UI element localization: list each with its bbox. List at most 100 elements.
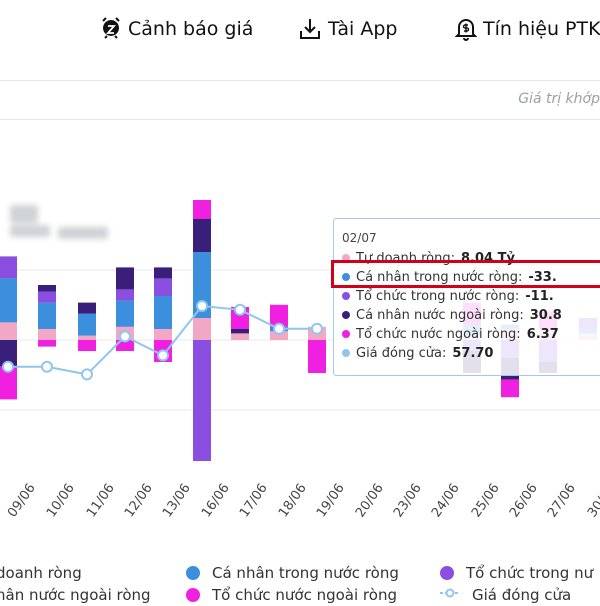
series-dot-icon: [342, 273, 350, 281]
bar-09-06-s4: [0, 366, 17, 400]
chart-svg: 09/06 10/06 11/06 12/06 13/06 16/06 17/06 18/06…: [0, 186, 600, 520]
x-tick-label: 09/06: [5, 481, 39, 520]
tooltip-row: Cá nhân trong nước ròng: -33.: [342, 268, 557, 286]
line-swatch-icon: [440, 586, 460, 604]
bar-10-06-s3: [38, 285, 56, 292]
price-point: [273, 322, 285, 335]
price-point: [2, 360, 14, 373]
bar-19-06-s4: [308, 340, 326, 373]
legend-label: Tổ chức nước ngoài ròng: [212, 586, 397, 604]
series-dot-icon: [342, 349, 350, 357]
x-tick-label: 26/06: [507, 481, 541, 520]
tooltip-label: Giá đóng cửa:: [356, 345, 447, 361]
bar-12-06-s4: [116, 340, 134, 351]
price-point: [196, 300, 208, 312]
tooltip-label: Cá nhân trong nước ròng:: [356, 269, 523, 285]
x-tick-label: 23/06: [391, 481, 425, 520]
tooltip-date: 02/07: [342, 231, 377, 245]
price-point: [41, 360, 53, 373]
bar-16-06-s3: [193, 219, 211, 252]
alarm-clock-icon: [100, 17, 122, 41]
tooltip-row: Tổ chức trong nước ròng: -11.: [342, 287, 554, 305]
tooltip-value: 6.37: [526, 326, 559, 342]
series-dot-icon: [342, 292, 350, 300]
tooltip-row: Giá đóng cửa: 57.70: [342, 344, 493, 362]
bar-11-06-s3: [78, 302, 96, 314]
bar-12-06-s2: [116, 289, 134, 301]
bell-dollar-icon: [455, 17, 477, 41]
cash-flow-chart[interactable]: 09/06 10/06 11/06 12/06 13/06 16/06 17/06 18/06…: [0, 186, 600, 550]
bar-13-06-s3: [154, 267, 172, 279]
legend-item[interactable]: doanh ròng: [0, 562, 82, 584]
nav-price-alert-label: Cảnh báo giá: [128, 18, 254, 40]
bar-16-06-s4: [193, 186, 211, 219]
bar-10-06-s4: [38, 340, 56, 347]
download-icon: [298, 17, 322, 41]
tooltip-value: -33.: [528, 269, 557, 285]
x-tick-label: 20/06: [353, 481, 387, 520]
bar-12-06-s3: [116, 267, 134, 290]
redacted-title: [10, 205, 110, 241]
legend-item[interactable]: Giá đóng cửa: [440, 584, 571, 606]
value-type-hint[interactable]: Giá trị khớp: [518, 91, 600, 107]
series-dot-icon: [342, 330, 350, 338]
bar-16-06-s0: [193, 318, 211, 340]
bar-09-06-s3: [0, 340, 17, 367]
bar-10-06-s0: [38, 329, 56, 340]
legend-label: Cá nhân trong nước ròng: [212, 564, 399, 582]
legend-item[interactable]: Cá nhân trong nước ròng: [186, 562, 399, 584]
chart-toolbar: Giá trị khớp: [0, 80, 600, 120]
legend-item[interactable]: Tổ chức trong nư: [440, 562, 593, 584]
price-point: [234, 303, 246, 316]
x-tick-label: 25/06: [469, 481, 503, 520]
legend-swatch-icon: [186, 588, 200, 602]
legend-label: doanh ròng: [0, 564, 82, 582]
x-tick-label: 27/06: [545, 481, 579, 520]
bar-12-06-s1: [116, 300, 134, 327]
price-point: [81, 368, 93, 381]
bar-16-06-s2: [193, 340, 211, 461]
tooltip-value: 30.8: [529, 307, 562, 323]
bar-10-06-s1: [38, 302, 56, 329]
tooltip-value: -11.: [525, 288, 554, 304]
tooltip-label: Tổ chức nước ngoài ròng:: [356, 326, 521, 342]
bar-10-06-s2: [38, 291, 56, 303]
x-tick-label: 30/06: [585, 481, 600, 520]
x-tick-label: 12/06: [122, 481, 156, 520]
legend-label: hân nước ngoài ròng: [0, 586, 151, 604]
bar-09-06-s2: [0, 256, 17, 279]
bar-17-06-s0: [231, 333, 249, 340]
bar-17-06-s3: [231, 329, 249, 334]
tooltip-row: Cá nhân nước ngoài ròng: 30.8: [342, 306, 562, 324]
x-tick-label: 17/06: [237, 481, 271, 520]
nav-price-alert[interactable]: Cảnh báo giá: [100, 14, 253, 44]
bar-13-06-s0: [154, 329, 172, 340]
legend-item[interactable]: hân nước ngoài ròng: [0, 584, 151, 606]
nav-download-app[interactable]: Tài App: [298, 14, 397, 44]
bar-16-06-s1: [193, 252, 211, 318]
top-navigation: Cảnh báo giá Tài App Tín hiệu PTK: [0, 0, 600, 60]
bar-09-06-s1: [0, 278, 17, 323]
x-tick-label: 10/06: [44, 481, 78, 520]
bar-11-06-s1: [78, 313, 96, 336]
legend-label: Tổ chức trong nư: [466, 564, 594, 582]
nav-signal-ptk[interactable]: Tín hiệu PTK: [455, 14, 600, 44]
x-tick-label: 11/06: [84, 481, 118, 520]
tooltip-label: Cá nhân nước ngoài ròng:: [356, 307, 524, 323]
highlight-box: [331, 260, 600, 288]
nav-download-app-label: Tài App: [328, 18, 398, 40]
tooltip-row: Tổ chức nước ngoài ròng: 6.37: [342, 325, 559, 343]
price-point: [119, 330, 131, 343]
series-dot-icon: [342, 254, 350, 262]
nav-signal-ptk-label: Tín hiệu PTK: [483, 18, 600, 40]
price-point: [157, 349, 169, 362]
bar-09-06-s0: [0, 322, 17, 340]
legend-swatch-icon: [440, 566, 454, 580]
chart-tooltip: 02/07 Tự doanh ròng: 8.04 Tỷ Cá nhân trong…: [333, 218, 600, 376]
x-tick-label: 19/06: [314, 481, 348, 520]
legend-label: Giá đóng cửa: [472, 586, 572, 604]
bar-13-06-s2: [154, 278, 172, 296]
bar-26-06-s4: [501, 379, 519, 398]
x-tick-label: 18/06: [276, 481, 310, 520]
legend-item[interactable]: Tổ chức nước ngoài ròng: [186, 584, 397, 606]
